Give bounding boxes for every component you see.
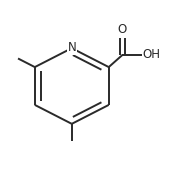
Text: O: O bbox=[118, 23, 127, 36]
Text: OH: OH bbox=[143, 48, 161, 61]
Text: N: N bbox=[67, 41, 76, 54]
